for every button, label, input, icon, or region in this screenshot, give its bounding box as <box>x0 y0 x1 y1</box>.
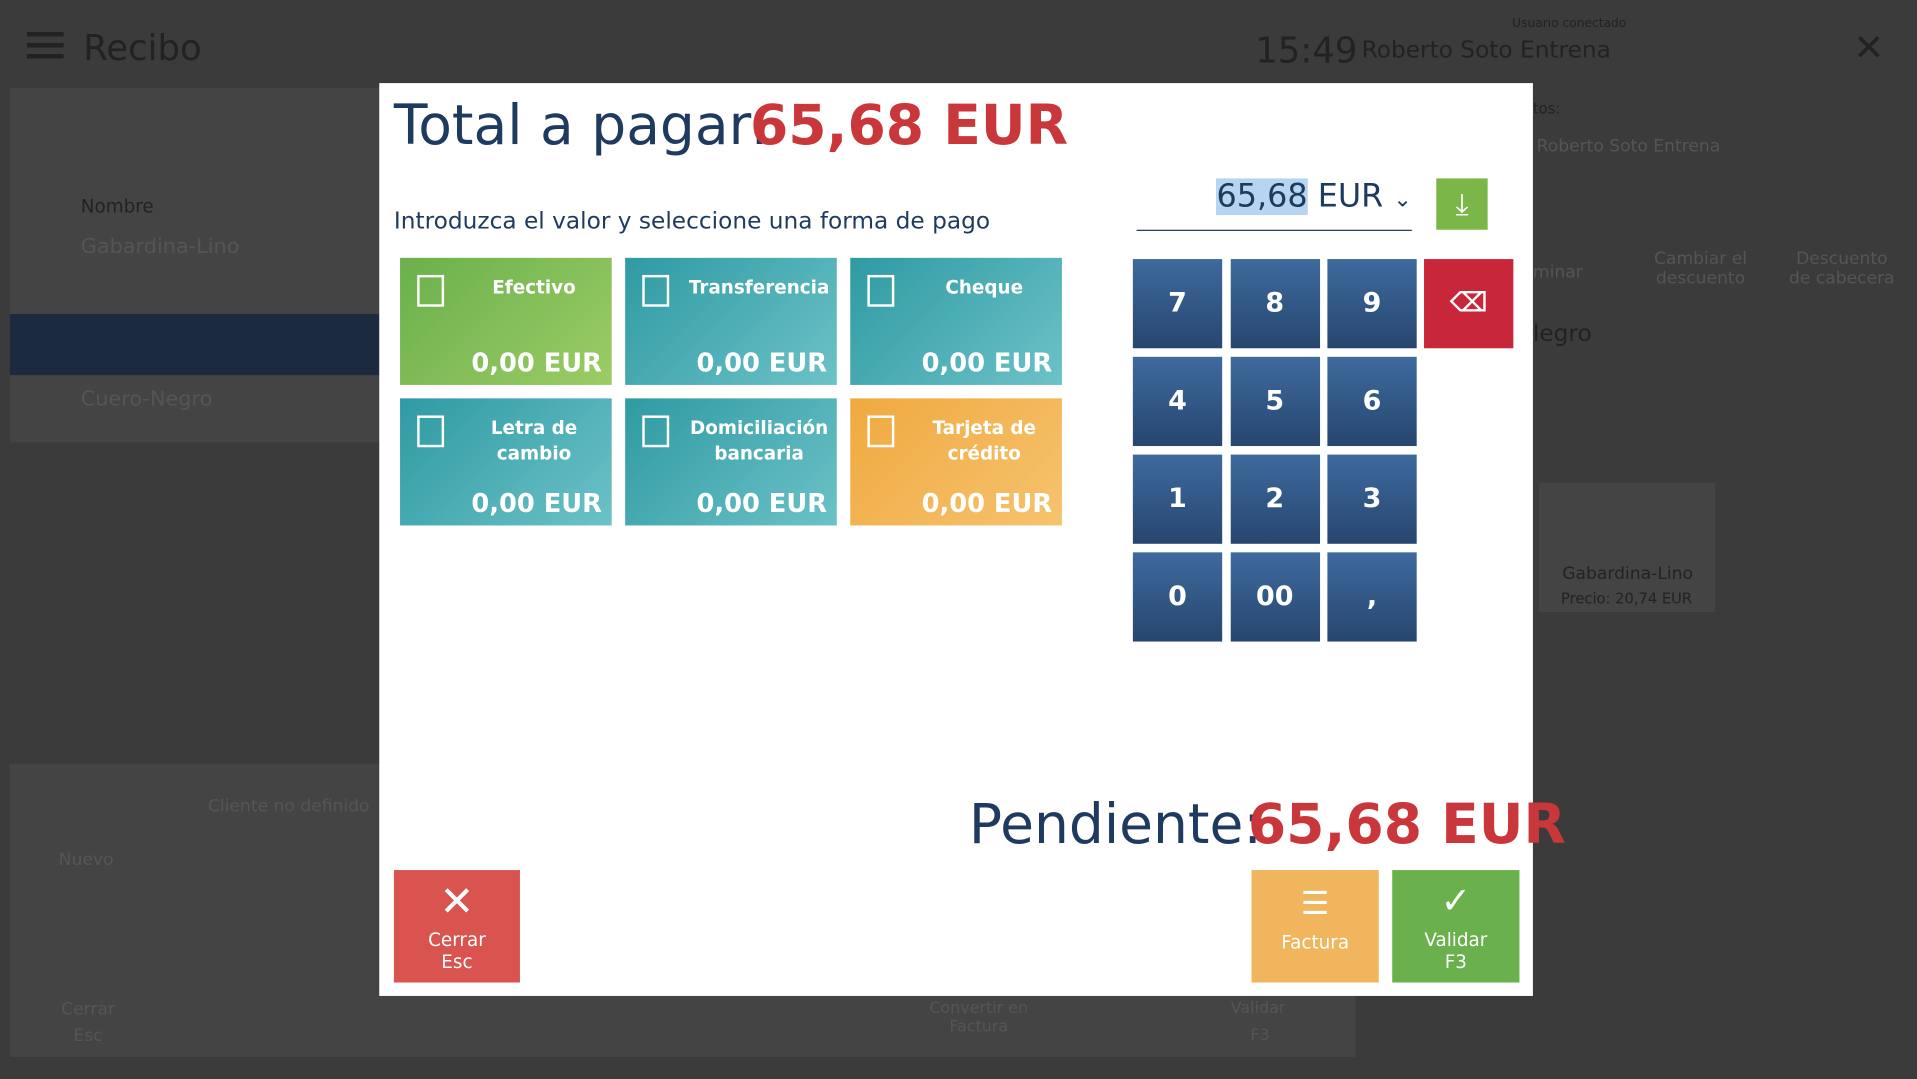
new: Nuevo <box>58 850 114 871</box>
selected-row <box>9 314 380 376</box>
close-text: Cerrar <box>428 928 486 951</box>
method-amount: 0,00 EUR <box>696 348 828 378</box>
product-price: Precio: 20,74 EUR <box>1561 590 1693 608</box>
amount-input[interactable]: 65,68 EUR ⌄ <box>1136 178 1412 231</box>
backspace-key[interactable]: ⌫ <box>1424 259 1514 349</box>
total-value: 65,68 <box>749 92 925 158</box>
payment-method[interactable]: Domiciliación bancaria 0,00 EUR <box>625 398 837 526</box>
method-amount: 0,00 EUR <box>471 488 602 519</box>
method-icon <box>642 415 670 448</box>
validate: Validar <box>1230 999 1286 1018</box>
invoice-text: Factura <box>1281 931 1350 954</box>
close-key: Esc <box>441 950 473 973</box>
pending-amount: 65,68 EUR <box>1248 792 1566 857</box>
action: minar <box>1532 262 1583 283</box>
keypad-key[interactable]: 2 <box>1230 454 1320 544</box>
product-card <box>1539 482 1716 613</box>
item: Gabardina-Lino <box>80 234 240 260</box>
product-name: Gabardina-Lino <box>1562 564 1693 585</box>
app-title: Recibo <box>83 26 202 69</box>
pending-value: 65,68 <box>1247 791 1423 857</box>
payment-dialog: Total a pagar: 65,68 EUR Introduzca el v… <box>379 83 1566 996</box>
method-icon <box>642 274 670 307</box>
convert: Convertir en Factura <box>929 999 1029 1037</box>
keypad-key[interactable]: 9 <box>1327 259 1417 349</box>
method-amount: 0,00 EUR <box>696 488 828 519</box>
close: Cerrar <box>61 999 115 1020</box>
column-header: Nombre <box>80 195 154 218</box>
payment-method[interactable]: Tarjeta de crédito 0,00 EUR <box>850 398 1062 526</box>
clock: 15:49 <box>1255 29 1358 71</box>
total-currency: EUR <box>943 92 1068 158</box>
payment-method[interactable]: Efectivo 0,00 EUR <box>400 257 612 385</box>
method-icon <box>867 415 895 448</box>
keypad-key[interactable]: 3 <box>1327 454 1417 544</box>
user-label: Usuario conectado <box>1512 17 1627 31</box>
total-amount: 65,68 EUR <box>750 93 1068 158</box>
input-value: 65,68 <box>1216 178 1308 216</box>
keypad-key[interactable]: 8 <box>1230 259 1320 349</box>
payment-method[interactable]: Letra de cambio 0,00 EUR <box>400 398 612 526</box>
method-icon <box>867 274 895 307</box>
method-amount: 0,00 EUR <box>921 488 1053 519</box>
method-name: Efectivo <box>492 276 576 299</box>
keypad-key[interactable]: 1 <box>1132 454 1223 544</box>
apply-button[interactable]: ⤓ <box>1436 178 1488 230</box>
client: Cliente no definido <box>207 796 370 817</box>
close-button[interactable]: ✕ Cerrar Esc <box>393 870 520 983</box>
payment-method[interactable]: Transferencia 0,00 EUR <box>625 257 837 385</box>
keypad-key[interactable]: , <box>1327 552 1417 642</box>
validate-button[interactable]: ✓ Validar F3 <box>1392 870 1520 983</box>
close-key: Esc <box>73 1026 103 1047</box>
invoice-button[interactable]: ☰ Factura <box>1251 870 1379 983</box>
instruction: Introduzca el valor y seleccione una for… <box>393 207 991 235</box>
action: Descuento de cabecera <box>1788 249 1895 289</box>
pending-currency: EUR <box>1441 791 1566 857</box>
keypad-key[interactable]: 6 <box>1327 356 1417 447</box>
product-title: legro <box>1532 320 1592 348</box>
item: Cuero-Negro <box>80 387 213 412</box>
menu-icon[interactable] <box>26 31 64 62</box>
keypad-key[interactable]: 00 <box>1230 552 1320 642</box>
method-icon <box>417 274 445 307</box>
pending-label: Pendiente: <box>968 791 1262 857</box>
method-icon <box>417 415 445 448</box>
keypad-key[interactable]: 0 <box>1132 552 1223 642</box>
keypad-key[interactable]: 5 <box>1230 356 1320 447</box>
method-amount: 0,00 EUR <box>471 348 602 378</box>
close-app[interactable]: ✕ <box>1853 26 1885 70</box>
validate-key: F3 <box>1250 1026 1270 1045</box>
keypad-key[interactable]: 7 <box>1132 259 1223 349</box>
total-label: Total a pagar: <box>393 92 769 158</box>
seller: Roberto Soto Entrena <box>1536 136 1721 157</box>
method-name: Transferencia <box>688 276 830 299</box>
ticket-panel <box>9 87 380 443</box>
method-name: Domiciliación bancaria <box>689 416 829 465</box>
payment-method[interactable]: Cheque 0,00 EUR <box>850 257 1062 385</box>
method-name: Cheque <box>945 276 1024 299</box>
seller-label: tos: <box>1532 100 1561 118</box>
keypad-key[interactable]: 4 <box>1132 356 1223 447</box>
action: Cambiar el descuento <box>1653 249 1748 289</box>
method-name: Tarjeta de crédito <box>932 416 1036 465</box>
validate-key: F3 <box>1444 950 1467 973</box>
method-amount: 0,00 EUR <box>921 348 1053 378</box>
method-name: Letra de cambio <box>490 416 578 465</box>
validate-text: Validar <box>1424 928 1488 951</box>
input-currency: EUR <box>1317 178 1384 216</box>
user-name: Roberto Soto Entrena <box>1361 36 1611 64</box>
